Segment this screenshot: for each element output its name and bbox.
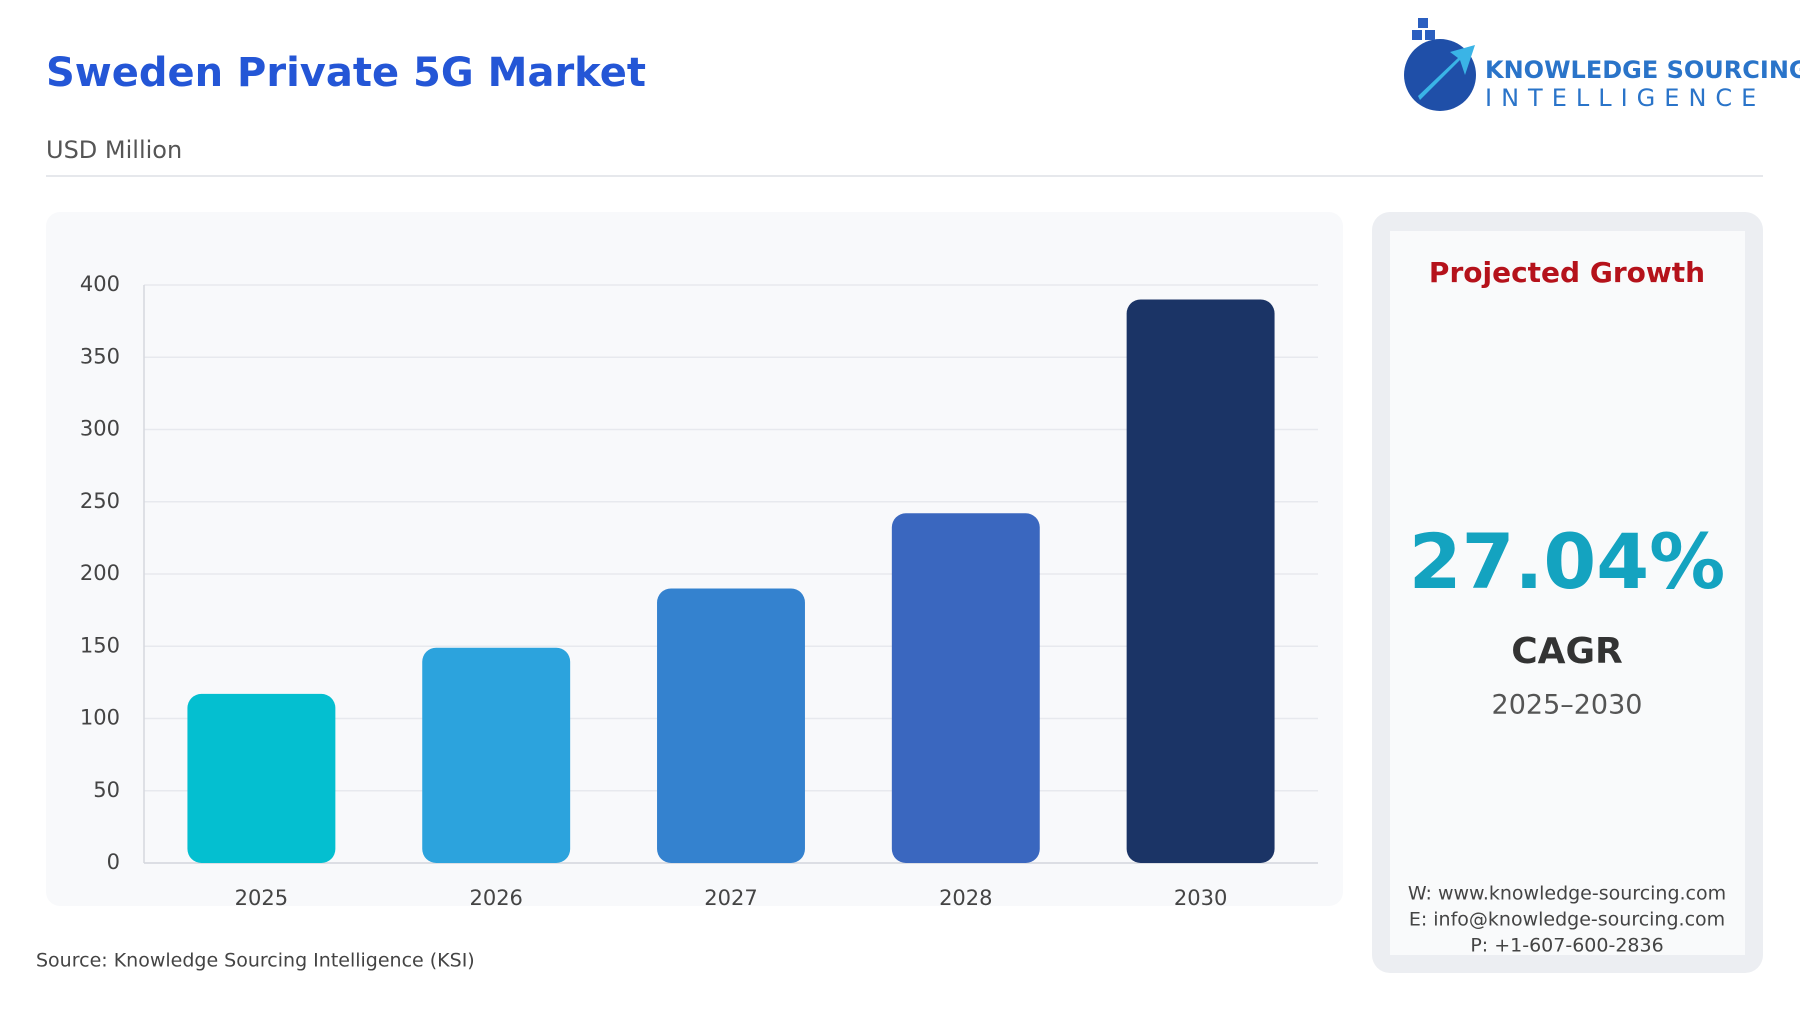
logo-square <box>1412 30 1422 40</box>
y-tick-label: 350 <box>80 344 120 368</box>
bar <box>1126 299 1275 863</box>
bar <box>891 513 1040 863</box>
x-tick-label: 2028 <box>939 886 992 910</box>
growth-inner <box>1390 231 1745 955</box>
y-tick-label: 50 <box>93 778 120 802</box>
contact-email: E: info@knowledge-sourcing.com <box>1409 909 1725 931</box>
chart: 0 50 100 150 200 250 300 350 400 2025 2026 2027 2028… <box>80 272 1318 910</box>
growth-value: 27.04% <box>1409 517 1726 606</box>
logo-line1: KNOWLEDGE SOURCING <box>1485 56 1800 84</box>
bar <box>657 588 805 863</box>
bar <box>187 693 336 863</box>
y-tick-label: 0 <box>107 850 120 874</box>
title: Sweden Private 5G Market <box>46 50 646 96</box>
x-tick-label: 2027 <box>704 886 757 910</box>
contact-phone: P: +1-607-600-2836 <box>1470 935 1663 957</box>
contact-web: W: www.knowledge-sourcing.com <box>1408 883 1726 905</box>
x-tick-label: 2025 <box>235 886 288 910</box>
logo-line2: INTELLIGENCE <box>1485 84 1765 112</box>
logo-square <box>1418 18 1428 28</box>
growth-period: 2025–2030 <box>1492 690 1643 721</box>
source: Source: Knowledge Sourcing Intelligence … <box>36 950 475 972</box>
y-tick-label: 250 <box>80 489 120 513</box>
logo: KNOWLEDGE SOURCING INTELLIGENCE <box>1404 18 1800 112</box>
y-tick-label: 400 <box>80 272 120 296</box>
logo-arrow <box>1418 45 1475 100</box>
y-tick-label: 300 <box>80 417 120 441</box>
y-tick-label: 200 <box>80 561 120 585</box>
growth-heading: Projected Growth <box>1429 256 1705 289</box>
growth-metric: CAGR <box>1511 631 1623 672</box>
y-tick-label: 150 <box>80 633 120 657</box>
bar <box>422 647 571 863</box>
x-tick-label: 2026 <box>469 886 522 910</box>
logo-square <box>1425 30 1435 40</box>
x-tick-label: 2030 <box>1174 886 1227 910</box>
subtitle: USD Million <box>46 136 182 164</box>
y-tick-label: 100 <box>80 706 120 730</box>
